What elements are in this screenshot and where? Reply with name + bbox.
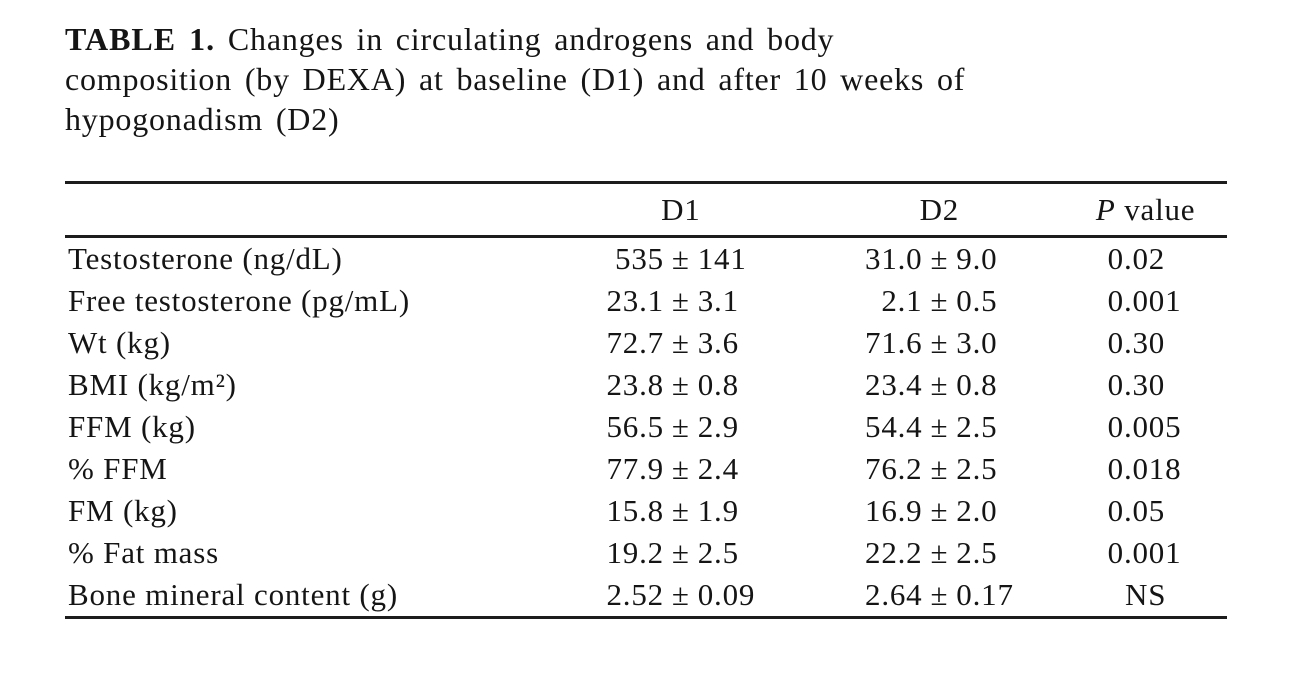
- row-label: Testosterone (ng/dL): [68, 241, 343, 276]
- cell-p-value: 0.30: [1107, 325, 1166, 360]
- p-italic-label: P: [1095, 191, 1116, 227]
- cell-d1: 72.7 ±3.6: [606, 325, 739, 360]
- caption-line-2: composition (by DEXA) at baseline (D1) a…: [65, 61, 966, 97]
- cell-d1: 23.1 ±3.1: [606, 283, 739, 318]
- row-label: BMI (kg/m²): [68, 367, 237, 402]
- cell-d1: 56.5 ±2.9: [606, 409, 739, 444]
- cell-d2: 31.0 ±9.0: [865, 241, 998, 276]
- cell-p-value: 0.02: [1107, 241, 1166, 276]
- cell-d1: 535 ±141: [615, 241, 747, 276]
- cell-d2: 54.4 ±2.5: [865, 409, 998, 444]
- table-row: FFM (kg) 56.5 ±2.9 54.4 ±2.5 0.005: [65, 406, 1227, 448]
- data-table: D1 D2 P value Testosterone (ng/dL) 535 ±1…: [65, 181, 1227, 619]
- column-header-d1: D1: [547, 182, 815, 238]
- row-label: FFM (kg): [68, 409, 196, 444]
- cell-d2: 71.6 ±3.0: [865, 325, 998, 360]
- cell-d2: 2.64 ±0.17: [865, 577, 1014, 612]
- cell-d2: 2.1 ±0.5: [881, 283, 998, 318]
- row-label: FM (kg): [68, 493, 178, 528]
- caption-line-1: TABLE 1. Changes in circulating androgen…: [65, 19, 1205, 59]
- cell-d2: 76.2 ±2.5: [865, 451, 998, 486]
- data-table-container: D1 D2 P value Testosterone (ng/dL) 535 ±1…: [65, 181, 1227, 619]
- cell-p-value: 0.05: [1107, 493, 1166, 528]
- cell-d1: 2.52 ±0.09: [606, 577, 756, 612]
- column-header-p-value: P value: [1064, 182, 1227, 238]
- cell-p-value: NS: [1125, 577, 1167, 612]
- table-number-label: TABLE 1.: [65, 21, 216, 57]
- column-header-blank: [65, 182, 548, 238]
- row-label: Free testosterone (pg/mL): [68, 283, 410, 318]
- table-row: Testosterone (ng/dL) 535 ±141 31.0 ±9.0 0.…: [65, 237, 1227, 281]
- table-row: Wt (kg) 72.7 ±3.6 71.6 ±3.0 0.30: [65, 322, 1227, 364]
- cell-d1: 19.2 ±2.5: [606, 535, 739, 570]
- p-value-label: value: [1124, 191, 1196, 227]
- cell-d2: 16.9 ±2.0: [865, 493, 998, 528]
- cell-p-value: 0.001: [1107, 535, 1182, 570]
- caption-text-1: Changes in circulating androgens and bod…: [215, 21, 835, 57]
- cell-d1: 77.9 ±2.4: [606, 451, 739, 486]
- table-row: % Fat mass 19.2 ±2.5 22.2 ±2.5 0.001: [65, 532, 1227, 574]
- column-header-d2: D2: [814, 182, 1065, 238]
- cell-p-value: 0.005: [1107, 409, 1182, 444]
- table-row: Free testosterone (pg/mL) 23.1 ±3.1 2.1 ±0…: [65, 280, 1227, 322]
- cell-p-value: 0.30: [1107, 367, 1166, 402]
- row-label: % FFM: [68, 451, 168, 486]
- table-row: % FFM 77.9 ±2.4 76.2 ±2.5 0.018: [65, 448, 1227, 490]
- cell-d2: 23.4 ±0.8: [865, 367, 998, 402]
- row-label: Bone mineral content (g): [68, 577, 398, 612]
- row-label: % Fat mass: [68, 535, 219, 570]
- table-row: FM (kg) 15.8 ±1.9 16.9 ±2.0 0.05: [65, 490, 1227, 532]
- cell-p-value: 0.001: [1107, 283, 1182, 318]
- table-row: Bone mineral content (g) 2.52 ±0.09 2.64 ±…: [65, 574, 1227, 618]
- cell-p-value: 0.018: [1107, 451, 1182, 486]
- caption-line-3: hypogonadism (D2): [65, 101, 340, 137]
- row-label: Wt (kg): [68, 325, 171, 360]
- cell-d2: 22.2 ±2.5: [865, 535, 998, 570]
- cell-d1: 15.8 ±1.9: [606, 493, 739, 528]
- cell-d1: 23.8 ±0.8: [606, 367, 739, 402]
- table-row: BMI (kg/m²) 23.8 ±0.8 23.4 ±0.8 0.30: [65, 364, 1227, 406]
- table-caption: TABLE 1. Changes in circulating androgen…: [65, 19, 1205, 139]
- table-header-row: D1 D2 P value: [65, 182, 1227, 238]
